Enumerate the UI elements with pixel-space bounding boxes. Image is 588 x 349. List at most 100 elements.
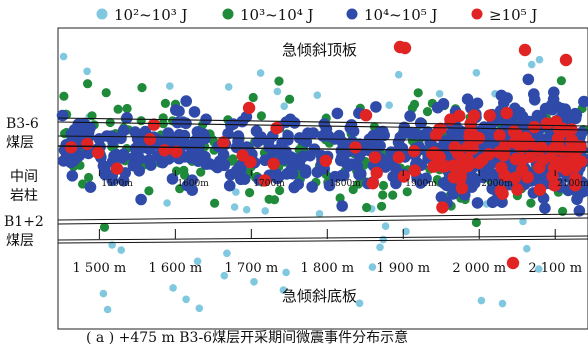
event-point-green bbox=[99, 222, 110, 232]
event-point-green bbox=[285, 94, 295, 104]
event-point-cyan bbox=[355, 299, 364, 308]
event-point-green bbox=[136, 116, 146, 126]
seam-upper-label-b: 煤层 bbox=[6, 135, 34, 151]
bottom-tick-label: 1 600 m bbox=[149, 261, 203, 276]
event-point-blue bbox=[572, 189, 584, 202]
event-point-blue bbox=[471, 197, 484, 209]
event-point-blue bbox=[197, 154, 210, 167]
legend-marker-red bbox=[471, 8, 483, 20]
event-point-red bbox=[521, 171, 534, 184]
event-point-red bbox=[528, 120, 541, 134]
event-point-cyan bbox=[256, 69, 265, 77]
event-point-red bbox=[506, 256, 520, 270]
event-point-blue bbox=[509, 108, 522, 120]
event-point-cyan bbox=[195, 304, 204, 313]
event-point-green bbox=[377, 201, 387, 211]
event-point-blue bbox=[223, 179, 236, 192]
event-point-cyan bbox=[223, 249, 231, 258]
upper-seam-floor-line bbox=[57, 145, 588, 153]
event-point-blue bbox=[292, 178, 305, 190]
event-point-cyan bbox=[261, 207, 270, 215]
event-point-cyan bbox=[117, 246, 125, 254]
event-point-red bbox=[368, 151, 382, 164]
event-point-red bbox=[455, 181, 469, 195]
middle-tick-label: 1700m bbox=[253, 179, 285, 189]
event-point-blue bbox=[170, 104, 182, 116]
event-point-blue bbox=[379, 161, 392, 173]
event-point-cyan bbox=[472, 69, 481, 77]
event-point-blue bbox=[177, 116, 189, 128]
event-point-blue bbox=[404, 110, 416, 122]
event-point-red bbox=[569, 179, 582, 192]
lower-seam-roof-line bbox=[57, 217, 588, 225]
lower-seam-floor-line bbox=[57, 235, 588, 241]
event-point-cyan bbox=[315, 210, 324, 218]
event-point-green bbox=[378, 190, 388, 200]
event-point-cyan bbox=[280, 102, 289, 110]
figure-caption: ( a ) +475 m B3-6煤层开采期间微震事件分布示意 bbox=[86, 329, 408, 346]
lower-seam-floor-line bbox=[57, 238, 588, 244]
middle-tick-label: 2000m bbox=[481, 179, 513, 189]
event-point-cyan bbox=[282, 268, 290, 277]
event-point-cyan bbox=[435, 90, 444, 98]
event-point-red bbox=[496, 187, 509, 200]
pillar-label-a: 中间 bbox=[10, 169, 38, 185]
event-point-cyan bbox=[535, 265, 543, 273]
event-point-red bbox=[408, 164, 421, 177]
event-point-green bbox=[413, 88, 423, 98]
legend-marker-cyan bbox=[96, 8, 108, 20]
event-point-red bbox=[393, 40, 407, 54]
event-point-red bbox=[436, 201, 449, 214]
event-point-blue bbox=[233, 161, 246, 173]
event-point-red bbox=[493, 129, 506, 142]
lower-seam-roof-line bbox=[57, 213, 588, 221]
event-point-blue bbox=[522, 73, 535, 86]
plot-frame bbox=[57, 27, 588, 330]
event-point-cyan bbox=[376, 243, 384, 252]
event-point-red bbox=[217, 136, 230, 149]
event-point-green bbox=[196, 167, 206, 177]
event-point-red bbox=[454, 169, 467, 182]
event-point-red bbox=[244, 155, 257, 169]
event-point-blue bbox=[121, 112, 133, 124]
event-point-blue bbox=[82, 147, 95, 160]
event-point-green bbox=[144, 186, 154, 196]
event-point-blue bbox=[110, 148, 123, 161]
event-point-blue bbox=[370, 101, 382, 113]
event-point-red bbox=[444, 113, 457, 126]
seam-upper-label-a: B3-6 bbox=[6, 116, 39, 132]
event-point-red bbox=[552, 134, 565, 147]
event-point-blue bbox=[117, 174, 130, 187]
event-point-red bbox=[81, 137, 94, 151]
event-point-cyan bbox=[182, 295, 190, 304]
event-point-blue bbox=[345, 119, 358, 131]
event-point-cyan bbox=[224, 83, 233, 91]
event-point-green bbox=[402, 187, 412, 197]
event-point-blue bbox=[225, 119, 237, 132]
event-point-red bbox=[64, 141, 78, 154]
event-point-cyan bbox=[232, 188, 240, 196]
event-point-blue bbox=[468, 172, 481, 185]
bottom-tick-label: 1 800 m bbox=[300, 261, 354, 276]
event-point-blue bbox=[322, 130, 335, 142]
event-point-blue bbox=[109, 132, 122, 144]
event-point-red bbox=[508, 171, 522, 185]
event-point-blue bbox=[559, 103, 571, 115]
event-point-green bbox=[354, 179, 364, 189]
event-point-red bbox=[507, 125, 521, 138]
event-point-blue bbox=[129, 126, 141, 138]
event-point-red bbox=[267, 157, 280, 170]
event-point-cyan bbox=[99, 289, 108, 298]
event-point-cyan bbox=[166, 82, 174, 90]
event-point-red bbox=[558, 156, 571, 170]
event-point-cyan bbox=[313, 91, 322, 99]
event-point-cyan bbox=[163, 199, 171, 207]
event-point-cyan bbox=[535, 55, 544, 64]
upper-seam-floor-line bbox=[57, 135, 588, 143]
event-point-blue bbox=[210, 160, 222, 172]
event-point-blue bbox=[299, 164, 312, 176]
event-point-green bbox=[264, 194, 274, 204]
event-point-red bbox=[270, 121, 283, 135]
event-point-red bbox=[319, 154, 332, 167]
